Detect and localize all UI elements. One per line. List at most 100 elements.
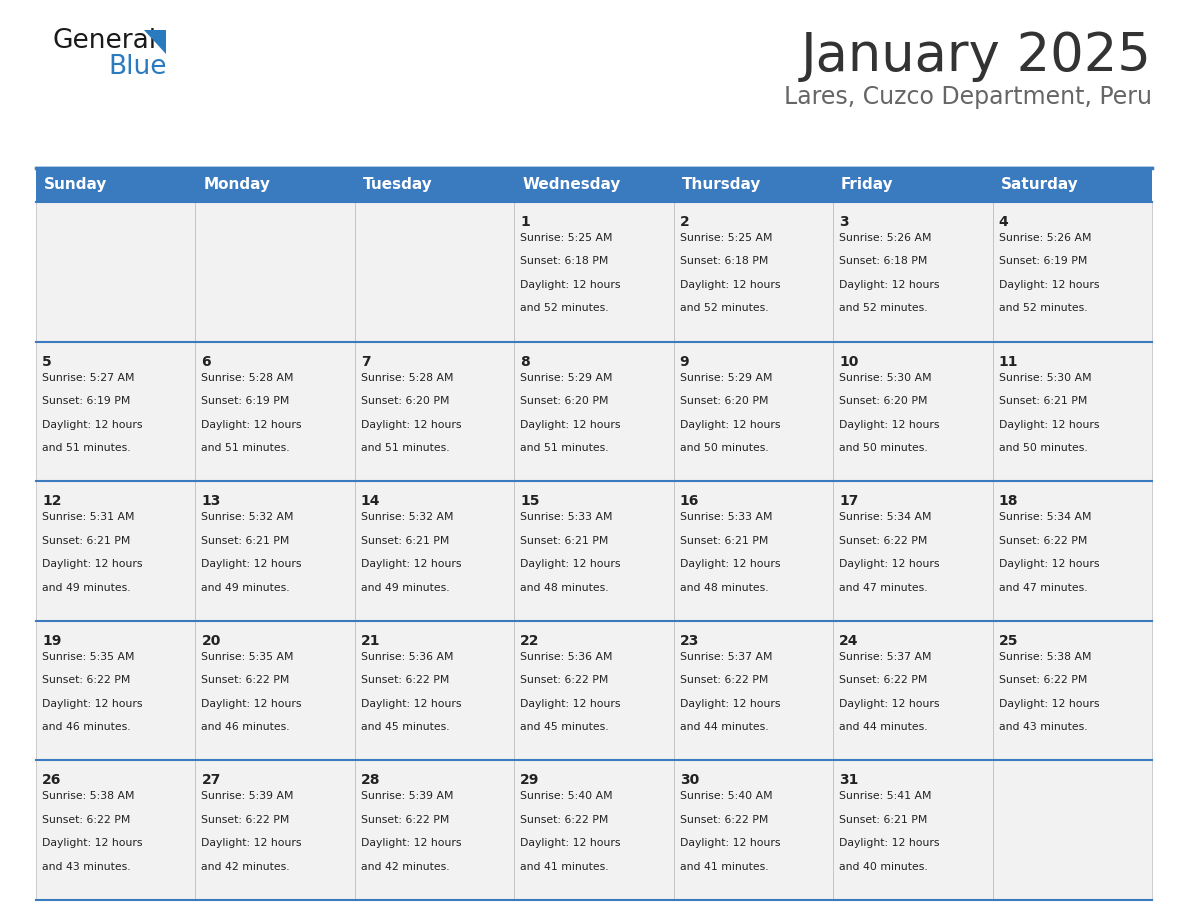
Text: 27: 27 bbox=[202, 773, 221, 788]
Text: 29: 29 bbox=[520, 773, 539, 788]
Text: 24: 24 bbox=[839, 633, 859, 648]
Text: Sunset: 6:22 PM: Sunset: 6:22 PM bbox=[202, 676, 290, 685]
Text: Sunrise: 5:26 AM: Sunrise: 5:26 AM bbox=[839, 233, 931, 243]
Text: and 51 minutes.: and 51 minutes. bbox=[202, 443, 290, 453]
Text: 10: 10 bbox=[839, 354, 859, 369]
Text: Daylight: 12 hours: Daylight: 12 hours bbox=[839, 838, 940, 848]
Bar bbox=[992, 341, 1152, 481]
Text: Sunset: 6:21 PM: Sunset: 6:21 PM bbox=[42, 535, 131, 545]
Bar bbox=[36, 202, 196, 341]
Text: Sunset: 6:22 PM: Sunset: 6:22 PM bbox=[839, 535, 928, 545]
Text: 21: 21 bbox=[361, 633, 380, 648]
Text: and 42 minutes.: and 42 minutes. bbox=[202, 862, 290, 872]
Bar bbox=[196, 202, 355, 341]
Text: 25: 25 bbox=[999, 633, 1018, 648]
Text: Sunrise: 5:34 AM: Sunrise: 5:34 AM bbox=[999, 512, 1091, 522]
Text: Daylight: 12 hours: Daylight: 12 hours bbox=[839, 420, 940, 430]
Bar bbox=[833, 168, 992, 202]
Text: Sunrise: 5:25 AM: Sunrise: 5:25 AM bbox=[680, 233, 772, 243]
Text: Sunset: 6:20 PM: Sunset: 6:20 PM bbox=[520, 396, 608, 406]
Bar bbox=[674, 481, 833, 621]
Text: Daylight: 12 hours: Daylight: 12 hours bbox=[361, 838, 461, 848]
Bar bbox=[36, 760, 196, 900]
Text: 23: 23 bbox=[680, 633, 699, 648]
Text: and 52 minutes.: and 52 minutes. bbox=[999, 303, 1087, 313]
Text: Sunset: 6:21 PM: Sunset: 6:21 PM bbox=[839, 815, 928, 825]
Text: 19: 19 bbox=[42, 633, 62, 648]
Text: Daylight: 12 hours: Daylight: 12 hours bbox=[680, 838, 781, 848]
Text: and 41 minutes.: and 41 minutes. bbox=[680, 862, 769, 872]
Text: Daylight: 12 hours: Daylight: 12 hours bbox=[520, 280, 621, 290]
Text: Sunrise: 5:33 AM: Sunrise: 5:33 AM bbox=[680, 512, 772, 522]
Text: and 52 minutes.: and 52 minutes. bbox=[839, 303, 928, 313]
Text: Sunrise: 5:36 AM: Sunrise: 5:36 AM bbox=[520, 652, 613, 662]
Text: and 41 minutes.: and 41 minutes. bbox=[520, 862, 609, 872]
Text: 15: 15 bbox=[520, 494, 539, 509]
Text: Sunrise: 5:34 AM: Sunrise: 5:34 AM bbox=[839, 512, 931, 522]
Bar bbox=[514, 760, 674, 900]
Bar bbox=[355, 760, 514, 900]
Text: Sunset: 6:22 PM: Sunset: 6:22 PM bbox=[42, 815, 131, 825]
Text: Sunset: 6:18 PM: Sunset: 6:18 PM bbox=[680, 256, 769, 266]
Text: Sunrise: 5:32 AM: Sunrise: 5:32 AM bbox=[361, 512, 454, 522]
Text: and 51 minutes.: and 51 minutes. bbox=[520, 443, 609, 453]
Text: 17: 17 bbox=[839, 494, 859, 509]
Text: and 52 minutes.: and 52 minutes. bbox=[520, 303, 609, 313]
Text: Sunrise: 5:29 AM: Sunrise: 5:29 AM bbox=[520, 373, 613, 383]
Text: General: General bbox=[52, 28, 156, 54]
Text: Daylight: 12 hours: Daylight: 12 hours bbox=[202, 699, 302, 709]
Text: and 45 minutes.: and 45 minutes. bbox=[520, 722, 609, 733]
Text: Daylight: 12 hours: Daylight: 12 hours bbox=[202, 420, 302, 430]
Text: Sunrise: 5:32 AM: Sunrise: 5:32 AM bbox=[202, 512, 293, 522]
Text: Daylight: 12 hours: Daylight: 12 hours bbox=[361, 559, 461, 569]
Text: Daylight: 12 hours: Daylight: 12 hours bbox=[42, 838, 143, 848]
Bar bbox=[833, 341, 992, 481]
Bar bbox=[36, 621, 196, 760]
Text: Sunset: 6:22 PM: Sunset: 6:22 PM bbox=[361, 815, 449, 825]
Text: Sunset: 6:22 PM: Sunset: 6:22 PM bbox=[520, 676, 608, 685]
Text: Sunset: 6:19 PM: Sunset: 6:19 PM bbox=[42, 396, 131, 406]
Text: and 52 minutes.: and 52 minutes. bbox=[680, 303, 769, 313]
Text: 8: 8 bbox=[520, 354, 530, 369]
Text: 31: 31 bbox=[839, 773, 859, 788]
Text: 6: 6 bbox=[202, 354, 211, 369]
Text: 7: 7 bbox=[361, 354, 371, 369]
Text: and 49 minutes.: and 49 minutes. bbox=[202, 583, 290, 592]
Text: 11: 11 bbox=[999, 354, 1018, 369]
Text: Daylight: 12 hours: Daylight: 12 hours bbox=[361, 420, 461, 430]
Text: 4: 4 bbox=[999, 215, 1009, 229]
Text: Sunset: 6:22 PM: Sunset: 6:22 PM bbox=[680, 815, 769, 825]
Text: Tuesday: Tuesday bbox=[362, 177, 432, 193]
Bar bbox=[355, 481, 514, 621]
Text: Lares, Cuzco Department, Peru: Lares, Cuzco Department, Peru bbox=[784, 85, 1152, 109]
Text: and 46 minutes.: and 46 minutes. bbox=[202, 722, 290, 733]
Text: Daylight: 12 hours: Daylight: 12 hours bbox=[361, 699, 461, 709]
Text: and 49 minutes.: and 49 minutes. bbox=[361, 583, 449, 592]
Text: Daylight: 12 hours: Daylight: 12 hours bbox=[999, 280, 1099, 290]
Text: 13: 13 bbox=[202, 494, 221, 509]
Text: 2: 2 bbox=[680, 215, 689, 229]
Bar bbox=[196, 481, 355, 621]
Bar bbox=[514, 481, 674, 621]
Text: Sunrise: 5:29 AM: Sunrise: 5:29 AM bbox=[680, 373, 772, 383]
Text: Sunrise: 5:39 AM: Sunrise: 5:39 AM bbox=[202, 791, 293, 801]
Text: 16: 16 bbox=[680, 494, 699, 509]
Text: Sunrise: 5:28 AM: Sunrise: 5:28 AM bbox=[202, 373, 293, 383]
Bar bbox=[196, 341, 355, 481]
Text: Sunrise: 5:30 AM: Sunrise: 5:30 AM bbox=[839, 373, 931, 383]
Bar bbox=[514, 202, 674, 341]
Text: Daylight: 12 hours: Daylight: 12 hours bbox=[520, 838, 621, 848]
Text: Sunrise: 5:41 AM: Sunrise: 5:41 AM bbox=[839, 791, 931, 801]
Text: Daylight: 12 hours: Daylight: 12 hours bbox=[202, 838, 302, 848]
Text: 5: 5 bbox=[42, 354, 52, 369]
Text: Sunrise: 5:35 AM: Sunrise: 5:35 AM bbox=[42, 652, 134, 662]
Text: 12: 12 bbox=[42, 494, 62, 509]
Text: Sunrise: 5:37 AM: Sunrise: 5:37 AM bbox=[680, 652, 772, 662]
Text: Wednesday: Wednesday bbox=[523, 177, 620, 193]
Text: and 50 minutes.: and 50 minutes. bbox=[999, 443, 1087, 453]
Text: Daylight: 12 hours: Daylight: 12 hours bbox=[680, 280, 781, 290]
Bar bbox=[833, 481, 992, 621]
Bar bbox=[355, 168, 514, 202]
Text: Sunset: 6:22 PM: Sunset: 6:22 PM bbox=[202, 815, 290, 825]
Bar bbox=[992, 168, 1152, 202]
